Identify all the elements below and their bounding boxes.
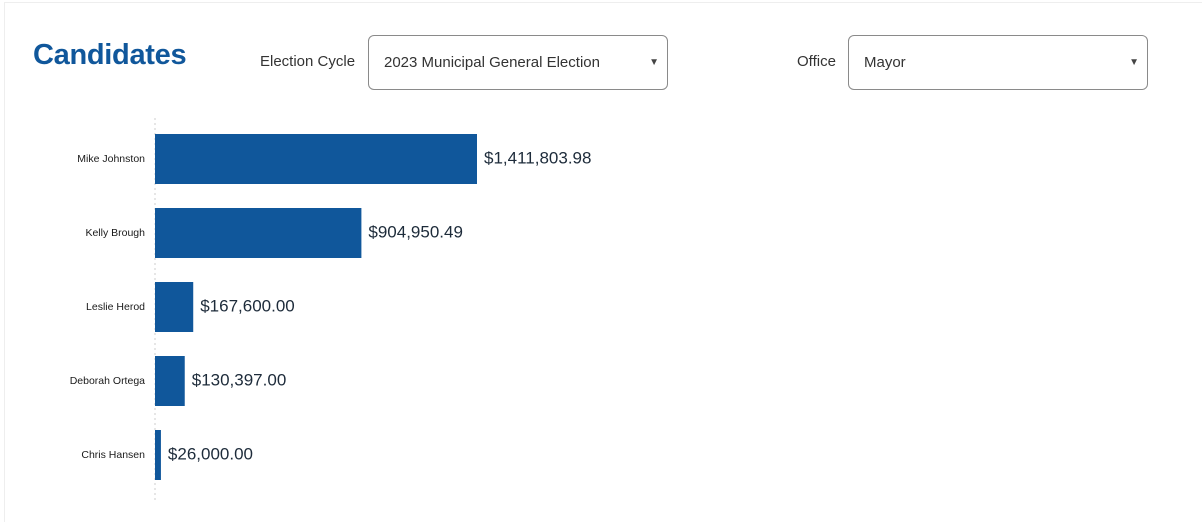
office-label: Office [797, 53, 836, 70]
bar-kelly-brough[interactable] [155, 208, 362, 258]
category-label-mike-johnston: Mike Johnston [77, 153, 145, 165]
value-label-chris-hansen: $26,000.00 [168, 444, 253, 463]
category-label-deborah-ortega: Deborah Ortega [70, 375, 145, 387]
value-label-deborah-ortega: $130,397.00 [192, 370, 287, 389]
category-label-kelly-brough: Kelly Brough [85, 227, 145, 239]
election-cycle-label: Election Cycle [260, 53, 356, 70]
election-cycle-select[interactable]: 2023 Municipal General Election ▼ [368, 35, 668, 90]
chevron-down-icon: ▼ [1129, 57, 1139, 68]
election-cycle-selected-value: 2023 Municipal General Election [384, 54, 600, 71]
category-label-chris-hansen: Chris Hansen [81, 449, 145, 461]
bar-chris-hansen[interactable] [155, 430, 161, 480]
bar-deborah-ortega[interactable] [155, 356, 185, 406]
chevron-down-icon: ▼ [649, 57, 659, 68]
value-label-kelly-brough: $904,950.49 [368, 222, 463, 241]
category-label-leslie-herod: Leslie Herod [86, 301, 145, 313]
office-select[interactable]: Mayor ▼ [848, 35, 1148, 90]
page-title: Candidates [33, 39, 187, 71]
office-selected-value: Mayor [864, 54, 906, 71]
value-label-mike-johnston: $1,411,803.98 [484, 148, 591, 167]
candidate-contributions-bar-chart: Mike Johnston $1,411,803.98 Kelly Brough $9… [70, 118, 591, 502]
bar-mike-johnston[interactable] [155, 134, 477, 184]
bar-leslie-herod[interactable] [155, 282, 194, 332]
value-label-leslie-herod: $167,600.00 [200, 296, 295, 315]
